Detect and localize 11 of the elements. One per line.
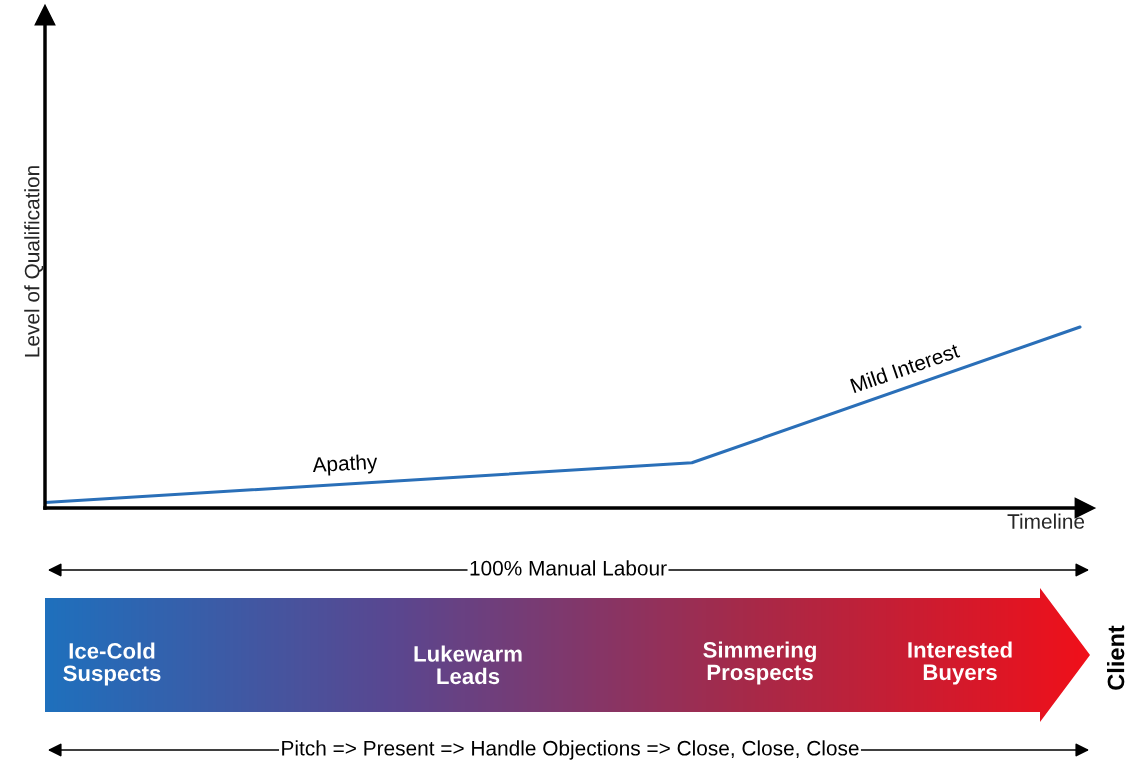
text: 100% Manual Labour	[470, 560, 667, 576]
annotation: Mild Interest	[849, 342, 961, 394]
x-axis-title: Timeline	[1007, 513, 1085, 529]
y-axis-title: Level of Qualification	[24, 166, 44, 357]
text: Lukewarm Leads	[414, 645, 522, 685]
text: Interested Buyers	[908, 641, 1012, 685]
text: Simmering Prospects	[703, 641, 816, 685]
text: Pitch => Present => Handle Objections => Close, Close, Close	[282, 740, 859, 760]
text: Ice-Cold Suspects	[63, 642, 161, 686]
text: Client	[1106, 625, 1125, 690]
annotation: Apathy	[312, 453, 378, 477]
